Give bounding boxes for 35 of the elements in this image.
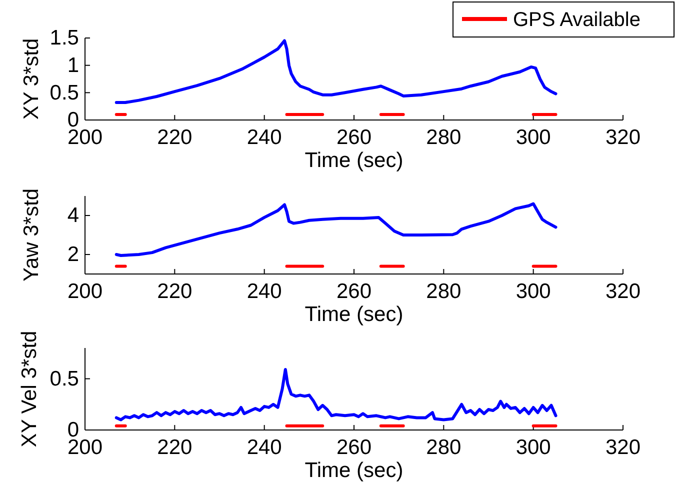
x-tick-label: 260 (336, 126, 372, 149)
line-series (114, 39, 558, 104)
x-tick-label: 280 (426, 436, 462, 459)
x-tick-label: 300 (516, 436, 551, 459)
y-tick-label: 2 (67, 243, 79, 266)
y-tick-label: 1.5 (50, 26, 79, 50)
y-tick-label: 4 (67, 204, 80, 228)
y-axis-title: XY Vel 3*std (18, 330, 41, 448)
y-tick-label: 0.5 (50, 367, 79, 390)
x-tick-label: 220 (157, 280, 192, 303)
x-tick-label: 240 (246, 436, 282, 459)
x-tick-label: 320 (605, 126, 641, 149)
y-axis-title: Yaw 3*std (20, 188, 43, 282)
x-tick-label: 320 (605, 280, 641, 303)
x-tick-label: 280 (426, 126, 462, 149)
line-series (114, 202, 558, 257)
x-tick-label: 200 (67, 280, 103, 303)
y-tick-label: 1 (67, 54, 79, 78)
y-axis-title: XY 3*std (20, 38, 43, 120)
x-tick-label: 240 (246, 126, 282, 149)
x-axis-title: Time (sec) (304, 459, 404, 482)
x-tick-label: 260 (336, 436, 372, 459)
x-axis-title: Time (sec) (304, 303, 404, 326)
y-tick-label: 0.5 (50, 81, 79, 104)
x-tick-label: 320 (605, 436, 641, 459)
x-tick-label: 260 (336, 280, 372, 303)
x-tick-label: 240 (246, 280, 282, 303)
x-tick-label: 220 (157, 436, 192, 459)
line-series (114, 368, 558, 422)
x-tick-label: 300 (516, 280, 551, 303)
x-tick-label: 300 (516, 126, 551, 149)
x-tick-label: 220 (157, 126, 192, 149)
legend-label: GPS Available (513, 9, 640, 31)
x-tick-label: 280 (426, 280, 462, 303)
x-axis-title: Time (sec) (304, 149, 404, 172)
